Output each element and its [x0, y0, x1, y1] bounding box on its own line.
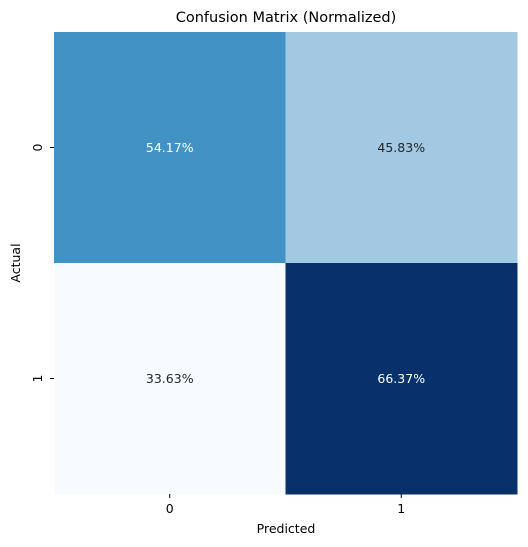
cell-annotations: 54.17% 45.83% 33.63% 66.37%: [146, 140, 425, 386]
heatmap-cell-0-0: [54, 32, 286, 264]
y-axis-ticks: 01: [30, 143, 54, 382]
y-tick-label-1: 1: [30, 375, 45, 383]
x-tick-label-0: 0: [166, 501, 174, 516]
cell-annotation-0-1: 45.83%: [377, 140, 425, 155]
cell-annotation-0-0: 54.17%: [146, 140, 194, 155]
heatmap-cells: [54, 32, 518, 495]
x-tick-label-1: 1: [397, 501, 405, 516]
heatmap-cell-1-0: [54, 263, 286, 495]
heatmap-cell-0-1: [285, 32, 518, 264]
chart-title: Confusion Matrix (Normalized): [176, 10, 397, 26]
cell-annotation-1-1: 66.37%: [377, 371, 425, 386]
cell-annotation-1-0: 33.63%: [146, 371, 194, 386]
y-tick-label-0: 0: [30, 143, 45, 151]
x-axis-label: Predicted: [257, 521, 316, 536]
y-axis-label: Actual: [8, 243, 23, 282]
heatmap-cell-1-1: [285, 263, 518, 495]
